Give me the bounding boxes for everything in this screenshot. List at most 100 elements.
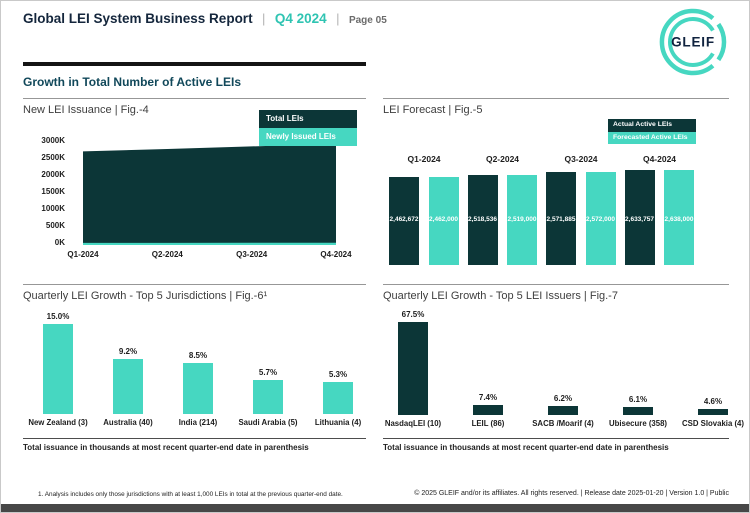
area-plot-fig4 [83,141,336,245]
actual-bar: 2,633,757 [624,169,655,265]
category-bar [398,321,428,415]
legend-fig5: Actual Active LEIs Forecasted Active LEI… [608,119,696,144]
bar-category-label: New Zealand (3) [28,418,88,427]
bar-plot-fig5: 2,462,672 2,462,000 2,518,536 2,519,000 2,57… [383,99,729,265]
quarter-label: Q4-2024 [642,154,677,164]
y-axis-tick-label: 0K [54,238,65,247]
issuance-note-right: Total issuance in thousands at most rece… [383,443,669,452]
bar-category-label: Saudi Arabia (5) [238,418,298,427]
logo-inner-ring [668,17,715,67]
area-chart-fig4 [83,143,336,245]
report-header: Global LEI System Business Report | Q4 2… [23,10,387,28]
footer-rule [23,438,366,439]
panel-top5-issuers: Quarterly LEI Growth - Top 5 LEI Issuers… [383,284,744,457]
bar-category-label: LEIL (86) [471,419,505,428]
chart-title-fig5: LEI Forecast | Fig.-5 [383,104,483,116]
report-period: Q4 2024 [274,11,327,26]
y-axis-tick-label: 2000K [41,170,65,179]
actual-bar: 2,462,672 [389,177,419,265]
bar-category-label: Australia (40) [103,418,153,427]
bar-value-label: 2,572,000 [586,216,615,223]
x-axis-tick-label: Q1-2024 [67,250,99,259]
forecast-bar: 2,519,000 [507,174,537,265]
legend-fig4: Total LEIs Newly Issued LEIs [259,110,357,146]
actual-bar: 2,518,536 [467,174,498,265]
gleif-logo: GLEIF [659,8,727,76]
bar-value-label: 2,519,000 [507,216,537,223]
y-axis-tick-label: 1500K [41,187,65,196]
logo-outer-ring [659,8,715,76]
logo-wordmark: GLEIF [671,35,715,50]
category-bar [473,404,503,415]
bar-category-label: NasdaqLEI (10) [384,419,442,428]
category-bar [113,358,143,414]
y-axis-tick-label: 500K [45,221,65,230]
forecast-bar: 2,462,000 [428,177,459,265]
bar-value-label: 2,518,536 [468,216,497,223]
legend-item-newly-issued: Newly Issued LEIs [259,128,357,146]
bar-value-label: 2,462,672 [389,216,419,223]
panel-new-lei-issuance: New LEI Issuance | Fig.-4 Total LEIs New… [23,98,366,271]
bar-value-label: 5.7% [258,367,278,377]
bar-value-label: 15.0% [46,312,70,321]
quarter-label: Q3-2024 [564,154,598,164]
total-leis-area [83,143,336,245]
bar-value-label: 8.5% [188,351,208,360]
x-axis-tick-label: Q3-2024 [236,250,268,259]
section-title: Growth in Total Number of Active LEIs [23,75,242,89]
bar-value-label: 4.6% [703,396,723,406]
bar-value-label: 6.2% [553,394,573,404]
bar-category-label: SACB /Moarif (4) [532,419,594,428]
bar-value-label: 2,633,757 [625,216,654,223]
bar-value-label: 2,638,000 [664,216,694,223]
y-axis-tick-label: 2500K [41,153,65,162]
issuance-note-left: Total issuance in thousands at most rece… [23,443,309,452]
bar-value-label: 7.4% [478,392,498,402]
chart-title-fig7: Quarterly LEI Growth - Top 5 LEI Issuers… [383,290,618,302]
panel-top5-jurisdictions: Quarterly LEI Growth - Top 5 Jurisdictio… [23,284,366,457]
category-bar [548,406,578,415]
logo-outer-ring-segment [716,22,727,62]
header-separator: | [262,11,266,26]
chart-title-fig6: Quarterly LEI Growth - Top 5 Jurisdictio… [23,290,268,302]
bar-value-label: 5.3% [328,370,348,380]
chart-title-fig4: New LEI Issuance | Fig.-4 [23,104,149,116]
bar-value-label: 67.5% [401,309,425,319]
bar-category-label: India (214) [178,418,218,427]
section-divider-bar [23,62,366,66]
forecast-bar: 2,572,000 [585,172,616,265]
category-bar [183,363,213,414]
bar-value-label: 2,571,885 [546,216,576,223]
category-bar [623,406,653,415]
x-axis-tick-label: Q2-2024 [151,250,183,259]
actual-bar: 2,571,885 [546,172,576,265]
bar-category-label: CSD Slovakia (4) [682,419,744,428]
report-title: Global LEI System Business Report [23,11,253,26]
legend-item-forecasted: Forecasted Active LEIs [608,131,696,144]
quarter-label: Q2-2024 [485,154,520,164]
bar-value-label: 6.1% [628,394,648,404]
y-axis-tick-label: 3000K [41,136,65,145]
bar-value-label: 9.2% [118,346,138,356]
panel-lei-forecast: LEI Forecast | Fig.-5 Actual Active LEIs… [383,98,729,271]
legend-item-total-leis: Total LEIs [259,110,357,128]
newly-issued-leis-area [83,242,336,245]
footer-rule [383,438,729,439]
bar-category-label: Lithuania (4) [314,418,362,427]
category-bar [323,382,353,414]
jurisdiction-footnote: 1. Analysis includes only those jurisdic… [38,491,343,498]
copyright-line: © 2025 GLEIF and/or its affiliates. All … [414,490,729,497]
quarter-label: Q1-2024 [407,154,441,164]
y-axis-tick-label: 1000K [41,204,65,213]
category-bar [698,408,728,415]
header-separator: | [336,11,340,26]
bar-value-label: 2,462,000 [429,216,458,223]
forecast-bar: 2,638,000 [664,169,694,265]
category-bar [43,324,73,414]
category-bar [253,379,283,414]
page-number: Page 05 [348,15,387,26]
page-bottom-bar [1,504,749,512]
x-axis-tick-label: Q4-2024 [320,250,352,259]
legend-item-actual: Actual Active LEIs [608,119,696,132]
